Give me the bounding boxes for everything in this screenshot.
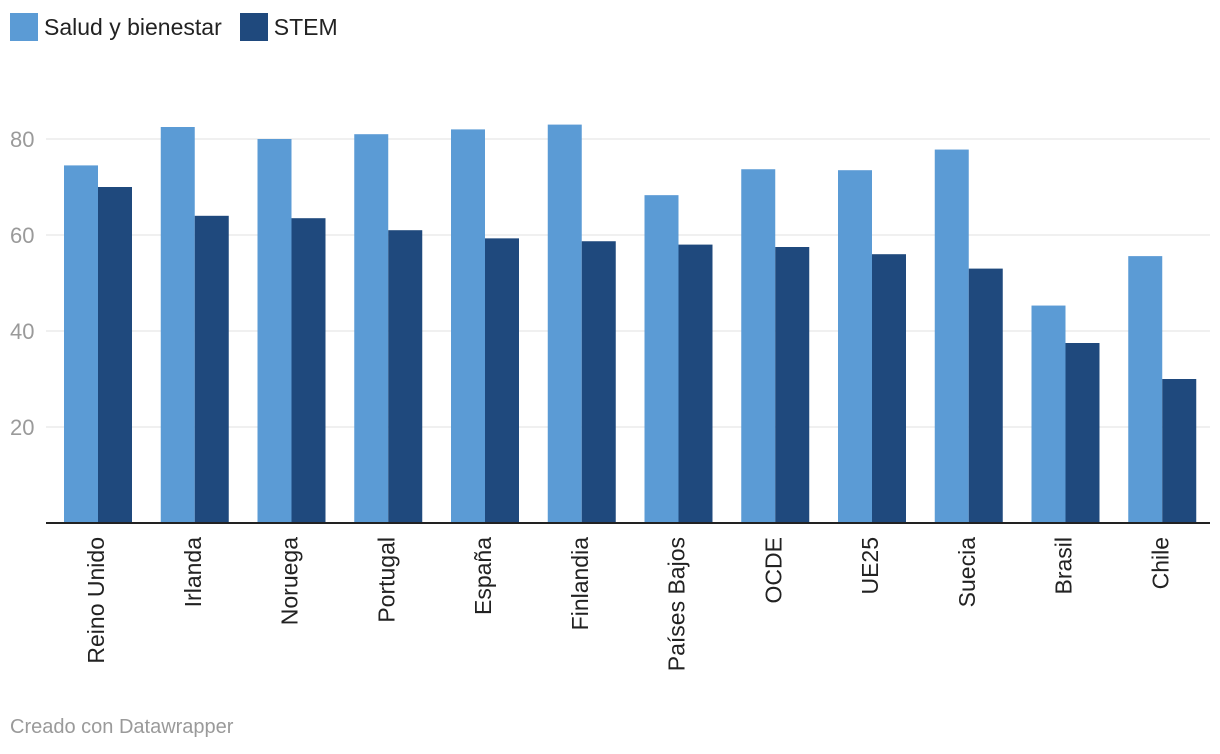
legend-item-salud: Salud y bienestar (10, 13, 222, 41)
bar-stem (98, 187, 132, 523)
bar-salud (547, 124, 582, 523)
bar-stem (1162, 379, 1197, 523)
bar-stem (485, 238, 519, 524)
bar-salud (451, 129, 485, 523)
bar-salud (1128, 256, 1163, 523)
bar-salud (1031, 305, 1066, 523)
y-tick-label: 80 (10, 127, 34, 152)
bar-salud (838, 170, 872, 523)
bar-salud (354, 134, 389, 523)
bar-stem (388, 230, 423, 523)
bar-stem (581, 241, 616, 524)
bar-stem (1065, 343, 1100, 523)
x-tick-label: Irlanda (180, 537, 206, 608)
bar-stem (775, 247, 810, 523)
x-tick-label: Países Bajos (664, 537, 690, 671)
legend-swatch-salud (10, 13, 38, 41)
bar-stem (678, 244, 713, 523)
x-tick-label: España (470, 537, 496, 615)
x-tick-label: UE25 (857, 537, 883, 595)
footer-credit: Creado con Datawrapper (10, 716, 234, 738)
legend-label-salud: Salud y bienestar (44, 13, 222, 40)
bar-salud (257, 139, 292, 523)
x-tick-label: Portugal (373, 537, 399, 623)
legend-label-stem: STEM (273, 13, 338, 40)
x-tick-label: Suecia (954, 537, 980, 608)
y-tick-label: 60 (10, 223, 34, 248)
bar-stem (872, 254, 906, 523)
y-tick-label: 20 (10, 415, 34, 440)
bar-stem (291, 218, 326, 523)
bar-stem (968, 268, 1003, 523)
legend-item-stem: STEM (239, 13, 338, 41)
x-tick-label: Chile (1147, 537, 1173, 589)
bar-salud (160, 127, 195, 523)
bar-salud (741, 169, 776, 524)
x-tick-label: Reino Unido (83, 537, 109, 664)
x-tick-label: Noruega (277, 537, 303, 625)
x-tick-label: Brasil (1051, 537, 1077, 595)
legend-swatch-stem (239, 13, 268, 41)
y-tick-label: 40 (10, 319, 34, 344)
bar-salud (64, 165, 98, 523)
bar-salud (934, 149, 969, 523)
x-tick-label: Finlandia (567, 537, 593, 631)
bar-salud (644, 195, 679, 523)
x-tick-label: OCDE (760, 537, 786, 603)
chart-legend: Salud y bienestar STEM (10, 13, 338, 41)
bar-stem (194, 215, 229, 524)
